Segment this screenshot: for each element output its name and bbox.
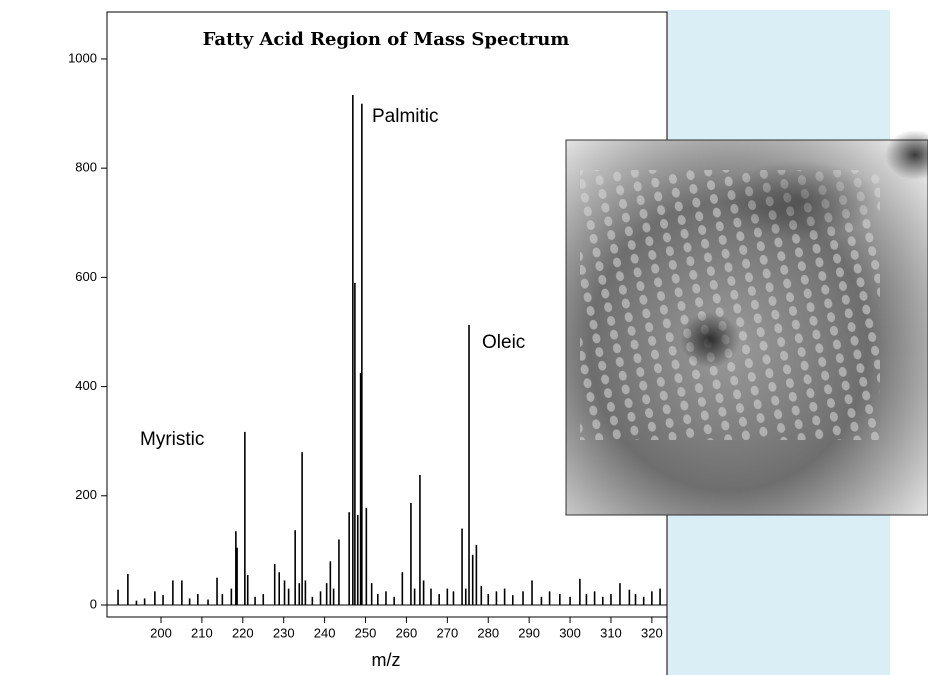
x-tick-label: 320	[641, 625, 663, 640]
photo-shadow	[720, 160, 880, 240]
y-tick-label: 200	[75, 487, 97, 502]
x-tick-label: 260	[396, 625, 418, 640]
x-tick-label: 220	[232, 625, 254, 640]
chart-title: Fatty Acid Region of Mass Spectrum	[203, 29, 570, 50]
y-tick-label: 600	[75, 269, 97, 284]
photo-shadow	[885, 130, 928, 180]
y-tick-label: 0	[90, 596, 97, 611]
x-tick-label: 300	[559, 625, 581, 640]
annotation: Palmitic	[372, 106, 439, 127]
y-tick-label: 800	[75, 160, 97, 175]
photo-shadow	[680, 312, 740, 368]
x-tick-label: 310	[600, 625, 622, 640]
x-tick-label: 230	[273, 625, 295, 640]
inset-photo	[565, 130, 928, 516]
x-axis-label: m/z	[372, 650, 401, 670]
annotation: Myristic	[140, 429, 204, 450]
x-tick-label: 250	[355, 625, 377, 640]
x-tick-label: 210	[191, 625, 213, 640]
x-tick-label: 280	[477, 625, 499, 640]
x-tick-label: 200	[150, 625, 172, 640]
x-tick-label: 240	[314, 625, 336, 640]
y-tick-label: 400	[75, 378, 97, 393]
x-tick-label: 290	[518, 625, 540, 640]
y-tick-label: 1000	[68, 50, 97, 65]
annotation: Oleic	[482, 332, 525, 353]
x-tick-label: 270	[436, 625, 458, 640]
